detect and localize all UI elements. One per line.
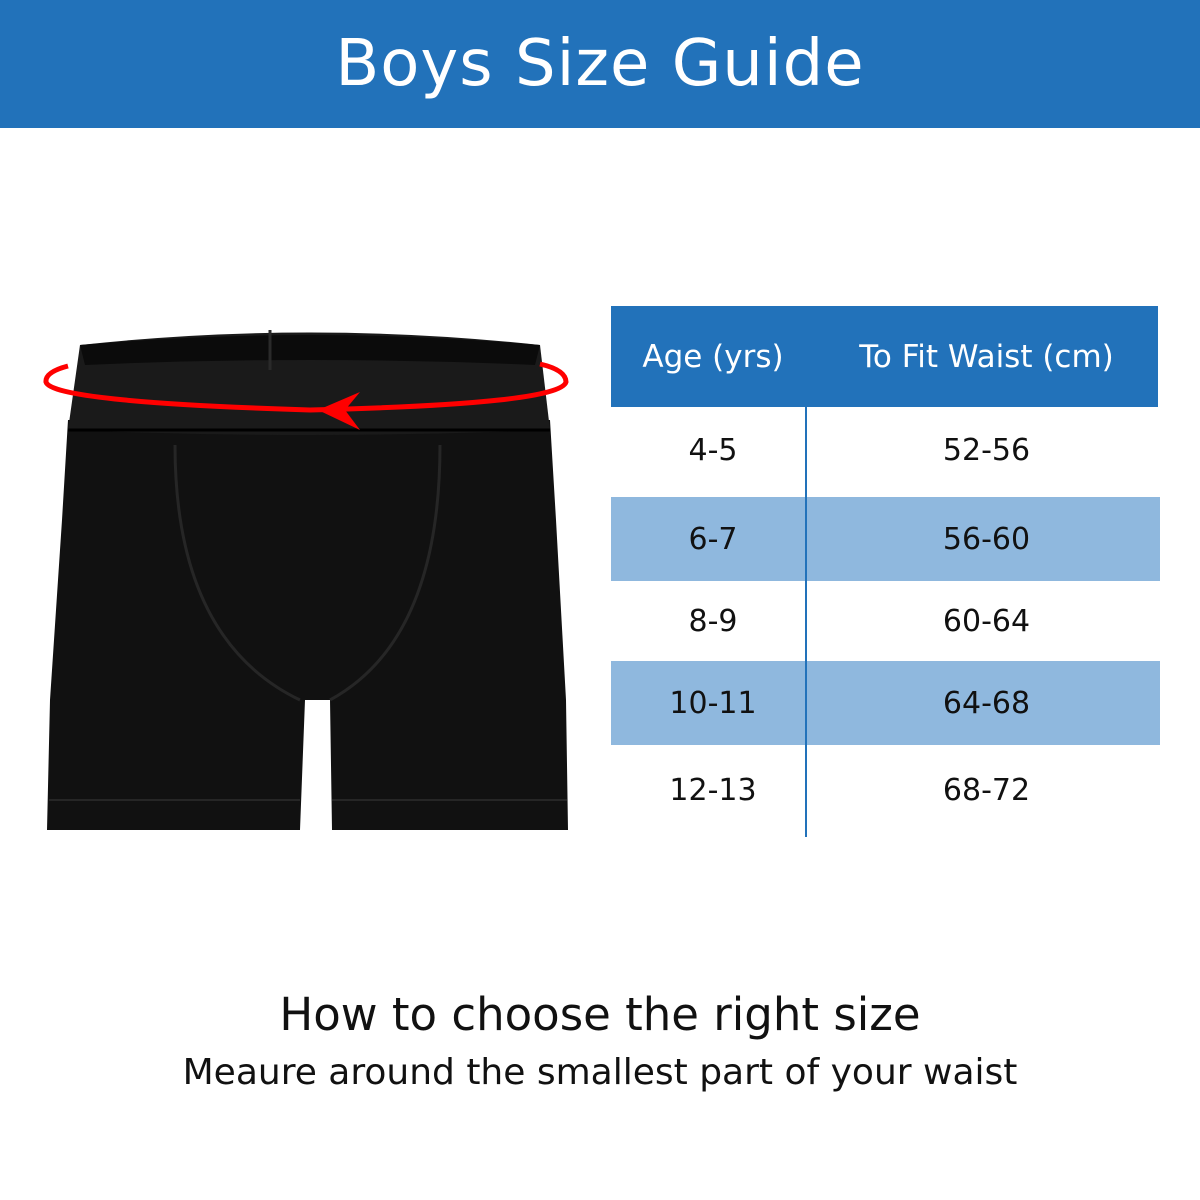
table-row: 10-11 64-68 [611,661,1160,745]
cell-waist: 60-64 [942,603,1031,639]
table-row: 6-7 56-60 [611,497,1160,581]
cell-age: 10-11 [669,685,757,721]
column-header-waist: To Fit Waist (cm) [859,338,1114,375]
table-row: 12-13 68-72 [611,745,1158,835]
cell-waist: 52-56 [942,433,1031,468]
cell-age: 6-7 [688,521,738,557]
shorts-illustration [47,330,568,830]
size-table: Age (yrs) To Fit Waist (cm) 4-5 52-56 6-… [611,306,1160,837]
cell-waist: 56-60 [942,521,1031,557]
table-header: Age (yrs) To Fit Waist (cm) [611,306,1158,407]
table-row: 8-9 60-64 [611,581,1158,661]
page-title: Boys Size Guide [335,27,865,101]
cell-age: 8-9 [688,603,738,639]
cell-age: 12-13 [669,772,757,808]
footer-title: How to choose the right size [279,988,921,1041]
boxer-shorts-image [43,330,569,830]
cell-waist: 68-72 [942,772,1031,808]
cell-waist: 64-68 [942,685,1031,721]
cell-age: 4-5 [688,433,738,468]
header-banner: Boys Size Guide [0,0,1200,128]
column-header-age: Age (yrs) [642,338,784,375]
footer-subtitle: Meaure around the smallest part of your … [182,1052,1018,1093]
column-divider [805,407,807,837]
waist-measure-arrow [43,361,569,430]
table-row: 4-5 52-56 [611,407,1158,494]
